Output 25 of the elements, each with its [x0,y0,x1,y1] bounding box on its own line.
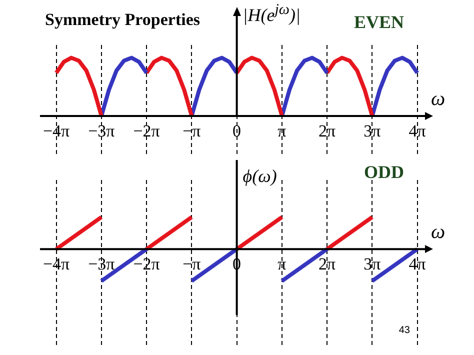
x-axis-title: ω [431,88,446,111]
x-tick-label: π [278,254,287,274]
x-tick-label: −3π [88,254,116,274]
text: EVEN [354,12,404,33]
text: 43 [398,325,410,336]
x-tick-label: 4π [408,254,426,274]
x-tick-label: 3π [364,254,382,274]
x-tick-label: −2π [133,122,160,141]
x-axis-title: ω [431,221,446,244]
x-tick-label: 0 [232,122,242,141]
x-tick-label: π [278,122,287,141]
x-tick-label: 3π [364,122,382,141]
x-tick-label: −π [182,122,202,141]
chart-title: Symmetry Properties [45,10,200,30]
x-tick-label: −3π [88,122,116,141]
text: ODD [364,162,404,183]
y-axis-title: |H(e$^{jω}$)| [242,2,300,26]
x-tick-label: 2π [318,254,336,274]
x-tick-label: −4π [42,122,70,141]
x-tick-label: −π [182,254,202,274]
x-tick-label: −4π [42,254,70,274]
x-tick-label: 2π [318,122,336,141]
y-axis-title: ϕ(ω) [242,166,277,187]
x-tick-label: 4π [408,122,426,141]
x-tick-label: −2π [133,254,160,274]
